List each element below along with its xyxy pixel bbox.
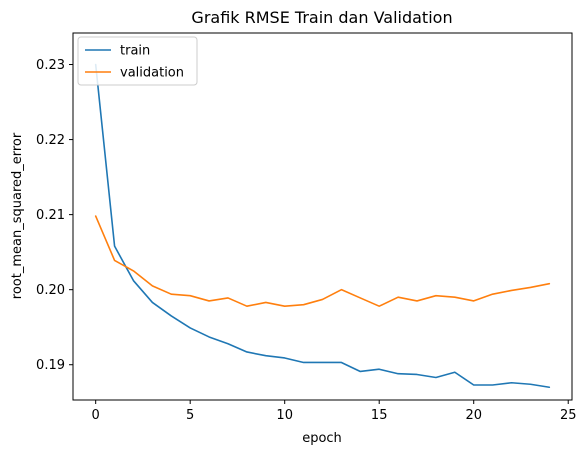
series-line-validation (94, 215, 551, 307)
y-tick-label: 0.21 (36, 208, 65, 223)
plot-frame (72, 32, 573, 401)
x-tick-label: 0 (92, 408, 100, 423)
x-tick-label: 10 (276, 408, 293, 423)
y-tick-label: 0.19 (36, 358, 65, 373)
y-axis-ticks: 0.19 0.20 0.21 0.22 0.23 (36, 58, 73, 373)
x-tick-label: 15 (371, 408, 388, 423)
plot-area (73, 33, 572, 400)
y-axis-label: root_mean_squared_error (10, 132, 25, 299)
y-tick-label: 0.20 (36, 283, 65, 298)
series-layer (94, 63, 551, 389)
x-tick-label: 5 (186, 408, 194, 423)
x-axis-label: epoch (302, 431, 342, 446)
x-axis-ticks: 0 5 10 15 20 25 (92, 400, 577, 423)
y-tick-label: 0.23 (36, 58, 65, 73)
series-line-train (94, 63, 551, 389)
legend-label-train: train (120, 44, 150, 59)
y-tick-label: 0.22 (36, 133, 65, 148)
legend-box (77, 36, 198, 86)
x-tick-label: 20 (465, 408, 482, 423)
chart-title: Grafik RMSE Train dan Validation (191, 8, 452, 27)
legend: train validation (77, 36, 198, 86)
x-tick-label: 25 (560, 408, 577, 423)
legend-label-validation: validation (120, 66, 184, 81)
